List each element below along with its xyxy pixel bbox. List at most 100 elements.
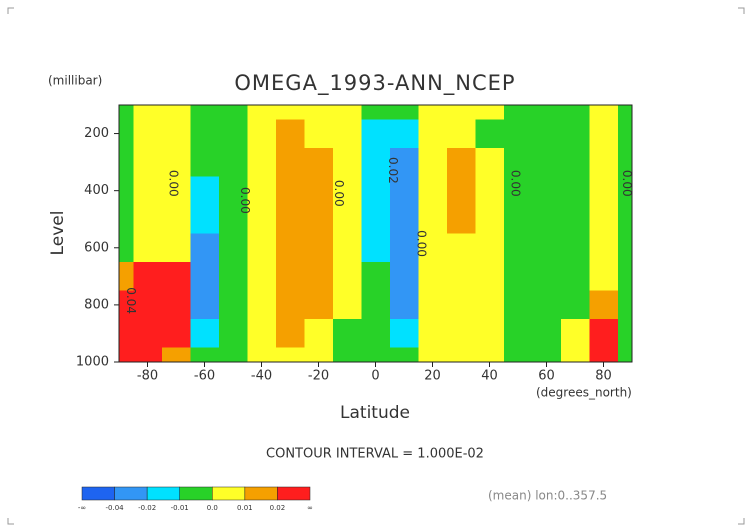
contour-cell (475, 262, 505, 292)
y-tick-label: 400 (84, 183, 109, 198)
contour-cell (617, 319, 633, 349)
contour-cell (304, 290, 334, 320)
contour-cell (560, 262, 590, 292)
contour-cell (503, 347, 533, 363)
contour-cell (161, 347, 191, 363)
contour-cell (617, 119, 633, 149)
contour-cell (161, 262, 191, 292)
contour-cell (247, 233, 277, 263)
contour-cell (617, 204, 633, 234)
contour-cell (446, 347, 476, 363)
contour-cell (446, 262, 476, 292)
contour-cell (418, 347, 448, 363)
contour-cell (161, 319, 191, 349)
contour-cell (560, 105, 590, 120)
x-tick-label: -20 (308, 369, 329, 384)
contour-cell (275, 176, 305, 206)
contour-cell (332, 119, 362, 149)
contour-cell (532, 319, 562, 349)
contour-cell (218, 147, 248, 177)
contour-cell (446, 290, 476, 320)
contour-cell (275, 347, 305, 363)
contour-cell (119, 204, 134, 234)
contour-cell (389, 147, 419, 177)
x-unit: (degrees_north) (536, 386, 632, 400)
contour-cell (218, 176, 248, 206)
contour-cell (589, 319, 619, 349)
contour-cell (304, 204, 334, 234)
overlay: -80 -60 -40 -20 0 20 40 60 80 200 400 600 800 1000 0.0… (76, 126, 634, 383)
contour-cell (304, 233, 334, 263)
y-tick-label: 600 (84, 240, 109, 255)
contour-cell (247, 262, 277, 292)
contour-cell (332, 204, 362, 234)
contour-label: 0.00 (415, 230, 429, 257)
contour-cell (560, 290, 590, 320)
contour-cell (446, 147, 476, 177)
contour-cell (275, 105, 305, 120)
contour-cell (617, 290, 633, 320)
y-axis-label: Level (48, 211, 68, 256)
contour-cell (190, 204, 220, 234)
contour-cell (361, 319, 391, 349)
contour-cell (418, 233, 448, 263)
colorbar-segment (179, 486, 213, 501)
contour-cell (161, 105, 191, 120)
contour-cell (446, 176, 476, 206)
contour-cell (332, 262, 362, 292)
contour-cell (475, 347, 505, 363)
x-tick-label: -40 (251, 369, 272, 384)
contour-cell (389, 262, 419, 292)
contour-cell (247, 119, 277, 149)
contour-cell (617, 347, 633, 363)
contour-cell (161, 290, 191, 320)
contour-cell (361, 290, 391, 320)
contour-cell (332, 319, 362, 349)
contour-cell (190, 119, 220, 149)
corner-marks (7, 7, 745, 525)
contour-cell (617, 176, 633, 206)
y-tick-label: 200 (84, 126, 109, 141)
contour-cell (119, 319, 134, 349)
corner (7, 518, 14, 525)
contour-cell (532, 262, 562, 292)
contour-cell (475, 176, 505, 206)
contour-cell (304, 347, 334, 363)
contour-label: 0.00 (167, 170, 181, 197)
contour-cell (389, 204, 419, 234)
colorbar-segment (277, 486, 311, 501)
contour-cell (560, 176, 590, 206)
colorbar-label: 0.0 (207, 504, 218, 512)
contour-cell (133, 290, 163, 320)
contour-cell (389, 233, 419, 263)
contour-label: 0.04 (124, 287, 138, 314)
contour-cell (133, 319, 163, 349)
contour-cell (119, 119, 134, 149)
contour-cell (190, 290, 220, 320)
x-tick-label: 20 (424, 369, 441, 384)
contour-cell (418, 105, 448, 120)
contour-cell (304, 176, 334, 206)
colorbar-segment (212, 486, 246, 501)
contour-cell (446, 204, 476, 234)
contour-cell (247, 105, 277, 120)
contour-cell (304, 147, 334, 177)
contour-label: 0.00 (620, 170, 634, 197)
contour-cell (361, 147, 391, 177)
contour-cell (133, 105, 163, 120)
y-unit: (millibar) (48, 74, 102, 88)
contour-cell (389, 176, 419, 206)
contour-cell (218, 105, 248, 120)
contour-cell (475, 290, 505, 320)
contour-cell (589, 347, 619, 363)
contour-label: 0.00 (509, 170, 523, 197)
contour-cell (532, 347, 562, 363)
contour-cell (475, 204, 505, 234)
colorbar-label: -∞ (78, 504, 86, 512)
contour-cell (532, 105, 562, 120)
x-axis-label: Latitude (340, 403, 410, 423)
contour-cell (418, 290, 448, 320)
contour-cell (560, 119, 590, 149)
contour-cell (190, 347, 220, 363)
